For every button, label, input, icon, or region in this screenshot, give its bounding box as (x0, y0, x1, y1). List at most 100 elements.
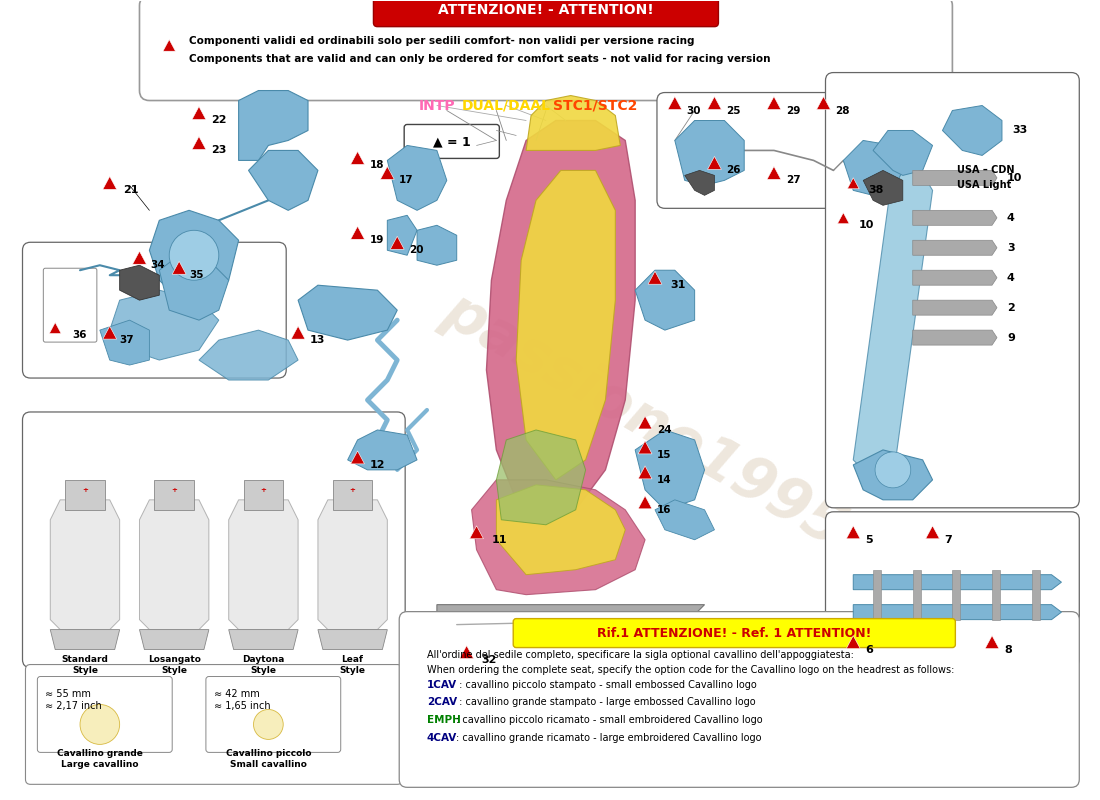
Polygon shape (229, 500, 298, 630)
Polygon shape (913, 240, 997, 255)
Text: DUAL/DAAL: DUAL/DAAL (462, 98, 551, 113)
Text: 7: 7 (945, 534, 953, 545)
FancyBboxPatch shape (206, 677, 341, 752)
Polygon shape (318, 500, 387, 630)
Polygon shape (351, 451, 364, 464)
Text: +: + (172, 487, 177, 493)
Polygon shape (154, 480, 194, 510)
Text: +: + (82, 487, 88, 493)
Polygon shape (437, 620, 705, 630)
FancyBboxPatch shape (399, 612, 1079, 787)
Polygon shape (638, 441, 652, 454)
Text: ATTENZIONE! - ATTENTION!: ATTENZIONE! - ATTENTION! (438, 3, 653, 17)
Polygon shape (986, 635, 999, 649)
Polygon shape (767, 166, 781, 179)
Text: 3: 3 (1006, 242, 1014, 253)
Text: 32: 32 (482, 654, 497, 665)
Text: EMPH: EMPH (427, 715, 461, 726)
Text: 5: 5 (866, 534, 872, 545)
Polygon shape (854, 166, 933, 480)
Polygon shape (707, 157, 722, 170)
Text: USA – CDN: USA – CDN (957, 166, 1015, 175)
Text: 24: 24 (657, 425, 672, 435)
Polygon shape (120, 266, 160, 300)
Polygon shape (292, 326, 305, 339)
Polygon shape (943, 106, 1002, 155)
Polygon shape (65, 480, 104, 510)
Polygon shape (333, 480, 373, 510)
Text: 25: 25 (726, 106, 741, 115)
Polygon shape (913, 570, 921, 620)
Text: ▲ = 1: ▲ = 1 (433, 135, 471, 148)
Polygon shape (249, 150, 318, 210)
Text: 4CAV: 4CAV (427, 734, 458, 743)
Text: Daytona
Style: Daytona Style (242, 654, 285, 674)
Polygon shape (163, 39, 176, 51)
FancyBboxPatch shape (22, 412, 405, 667)
Circle shape (253, 710, 283, 739)
Polygon shape (638, 496, 652, 509)
Polygon shape (102, 176, 117, 190)
Polygon shape (873, 130, 933, 175)
Polygon shape (437, 605, 705, 614)
Polygon shape (526, 95, 620, 150)
Polygon shape (102, 326, 117, 339)
Text: All'ordine del sedile completo, specificare la sigla optional cavallino dell'app: All'ordine del sedile completo, specific… (427, 650, 854, 659)
Text: 22: 22 (211, 115, 227, 126)
Text: +: + (350, 487, 355, 493)
Polygon shape (239, 90, 308, 161)
Text: Components that are valid and can only be ordered for comfort seats - not valid : Components that are valid and can only b… (189, 54, 771, 63)
Polygon shape (854, 574, 1062, 590)
Polygon shape (351, 151, 364, 165)
Text: 11: 11 (492, 534, 507, 545)
Polygon shape (460, 646, 474, 658)
Text: 14: 14 (657, 475, 672, 485)
Text: 8: 8 (1004, 645, 1012, 654)
Polygon shape (837, 213, 849, 224)
Text: 9: 9 (1006, 333, 1015, 342)
Text: 17: 17 (399, 175, 414, 186)
Text: 12: 12 (370, 460, 385, 470)
Polygon shape (348, 430, 417, 470)
Text: 4: 4 (1006, 273, 1015, 282)
Text: 16: 16 (657, 505, 671, 515)
Text: 13: 13 (310, 335, 326, 345)
Polygon shape (707, 97, 722, 110)
Text: 34: 34 (151, 260, 165, 270)
Polygon shape (390, 236, 404, 250)
Polygon shape (132, 251, 146, 264)
Polygon shape (1032, 570, 1040, 620)
Text: : cavallino grande stampato - large embossed Cavallino logo: : cavallino grande stampato - large embo… (455, 698, 756, 707)
Polygon shape (100, 320, 150, 365)
Polygon shape (638, 416, 652, 429)
Text: 15: 15 (657, 450, 671, 460)
Polygon shape (635, 430, 705, 510)
Polygon shape (387, 215, 417, 255)
Text: : cavallino piccolo stampato - small embossed Cavallino logo: : cavallino piccolo stampato - small emb… (455, 679, 757, 690)
Polygon shape (925, 526, 939, 538)
Text: USA Light: USA Light (957, 180, 1012, 190)
FancyBboxPatch shape (22, 242, 286, 378)
Polygon shape (668, 97, 682, 110)
Text: STC1/STC2: STC1/STC2 (553, 98, 638, 113)
Text: 28: 28 (835, 106, 850, 115)
Polygon shape (847, 178, 859, 189)
Polygon shape (674, 121, 745, 186)
Polygon shape (684, 170, 715, 195)
Text: passione1995: passione1995 (434, 282, 856, 558)
Polygon shape (173, 262, 186, 274)
Text: When ordering the complete seat, specify the option code for the Cavallino logo : When ordering the complete seat, specify… (427, 665, 955, 674)
Text: 18: 18 (370, 161, 384, 170)
Polygon shape (298, 285, 397, 340)
Polygon shape (51, 630, 120, 650)
Text: 33: 33 (1012, 126, 1027, 135)
Polygon shape (318, 630, 387, 650)
Polygon shape (913, 300, 997, 315)
Text: Componenti validi ed ordinabili solo per sedili comfort- non validi per versione: Componenti validi ed ordinabili solo per… (189, 36, 694, 46)
FancyBboxPatch shape (37, 677, 173, 752)
Polygon shape (953, 570, 960, 620)
Polygon shape (192, 106, 206, 119)
Polygon shape (654, 500, 715, 540)
Polygon shape (472, 480, 645, 594)
Circle shape (876, 452, 911, 488)
